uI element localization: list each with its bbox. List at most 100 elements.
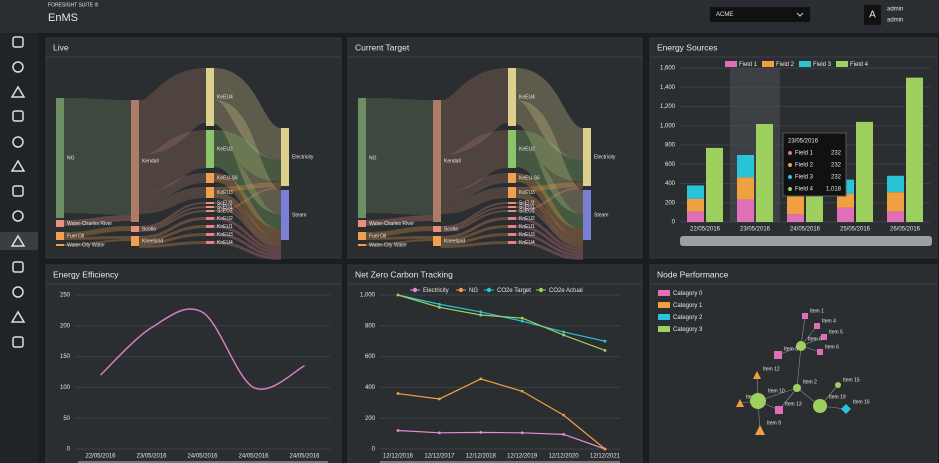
sankey-node [56, 98, 64, 218]
sankey-label: KeEU2 [519, 146, 535, 152]
node-label: Item 1 [810, 308, 824, 314]
nav-icon[interactable] [10, 310, 26, 323]
sankey-link [212, 152, 283, 229]
node[interactable] [750, 393, 766, 409]
y-tick-label: 600 [665, 162, 676, 168]
node-label: Item 4 [822, 318, 836, 324]
sankey-label: Steam [594, 212, 608, 218]
sankey-label: KnEU2 [217, 216, 233, 222]
y-tick-label: 0 [672, 220, 676, 226]
y-tick-label: 1,000 [360, 293, 376, 299]
tooltip-value: 1,018 [826, 187, 842, 193]
sankey-node [206, 217, 214, 220]
legend-label: Category 0 [673, 291, 703, 297]
y-tick-label: 600 [365, 354, 376, 360]
node[interactable] [821, 334, 827, 340]
x-tick-label: 12/12/2020 [549, 454, 580, 460]
nav-icon[interactable] [12, 110, 24, 122]
sankey-link [213, 241, 282, 260]
nav-icon[interactable] [12, 185, 24, 197]
sankey-node [358, 98, 366, 218]
sankey-link [213, 182, 282, 192]
nav-icon[interactable] [10, 159, 26, 172]
sankey-label: ScEU2 [217, 200, 233, 206]
sankey-label: KnEU2 [519, 216, 535, 222]
sankey-node [358, 244, 366, 246]
sankey-link [138, 206, 207, 230]
edge [800, 315, 806, 347]
scrollbar[interactable] [380, 461, 620, 463]
nav-icon[interactable] [12, 261, 24, 273]
point [562, 330, 565, 334]
sankey-link [63, 239, 132, 246]
bar [737, 155, 754, 178]
sankey-node [508, 206, 516, 208]
node[interactable] [802, 313, 808, 319]
nav-icon[interactable] [12, 336, 24, 348]
sankey-label: KeEU4 [519, 94, 535, 100]
sankey-node [56, 244, 64, 246]
sankey-link [138, 202, 207, 228]
nav-icon[interactable] [12, 210, 24, 222]
sankey-link [211, 100, 284, 214]
bar [737, 177, 754, 200]
avatar[interactable] [864, 5, 881, 25]
node[interactable] [813, 399, 827, 413]
sidebar-active [0, 232, 38, 250]
node[interactable] [841, 404, 851, 414]
site-select[interactable] [710, 7, 810, 22]
bar [687, 211, 704, 222]
sankey-label: Water-City Water [67, 242, 105, 248]
y-tick-label: 400 [365, 385, 376, 391]
nav-icon[interactable] [12, 286, 24, 298]
y-tick-label: 200 [60, 323, 71, 329]
node-label: Item 5 [829, 329, 843, 335]
sankey-node [206, 202, 214, 204]
point [438, 397, 441, 401]
nav-icon[interactable] [12, 36, 24, 48]
legend-label: Field 1 [739, 62, 758, 68]
node[interactable] [796, 341, 806, 351]
sankey-link [515, 202, 584, 246]
nav-icon[interactable] [10, 234, 26, 247]
point [396, 392, 400, 395]
legend-swatch [658, 290, 670, 296]
nav-icon[interactable] [12, 136, 24, 148]
sankey-link [213, 192, 282, 244]
sankey-link [440, 233, 509, 245]
node[interactable] [817, 349, 823, 355]
node[interactable] [736, 399, 744, 407]
node[interactable] [755, 425, 765, 435]
legend-label: Category 3 [673, 327, 703, 333]
legend-swatch [658, 326, 670, 332]
node[interactable] [793, 384, 801, 392]
point [396, 293, 400, 297]
node[interactable] [775, 406, 783, 414]
x-tick-label: 12/12/2016 [383, 454, 414, 460]
node[interactable] [835, 382, 841, 388]
panel [45, 37, 342, 259]
sankey-label: Scotia [444, 226, 458, 232]
scrollbar[interactable] [78, 461, 328, 463]
tooltip-dot [788, 187, 792, 191]
tooltip-label: Field 1 [795, 151, 814, 157]
bar [687, 198, 704, 212]
nav-icon[interactable] [10, 85, 26, 98]
legend-dot [538, 287, 544, 293]
node[interactable] [814, 323, 820, 329]
point [562, 333, 565, 337]
sankey-node [508, 202, 516, 204]
legend-swatch [762, 61, 774, 67]
node[interactable] [753, 371, 761, 379]
scrollbar[interactable] [680, 236, 932, 246]
x-tick-label: 25/05/2016 [840, 227, 871, 233]
node[interactable] [774, 351, 782, 359]
sankey-link [515, 225, 584, 254]
sankey-label: KeEU2 [217, 146, 233, 152]
nav-icon[interactable] [12, 61, 24, 73]
sankey-link [365, 239, 434, 246]
sankey-link [513, 68, 586, 160]
sankey-label: KnEU4 [519, 240, 535, 246]
sankey-node [206, 241, 214, 244]
